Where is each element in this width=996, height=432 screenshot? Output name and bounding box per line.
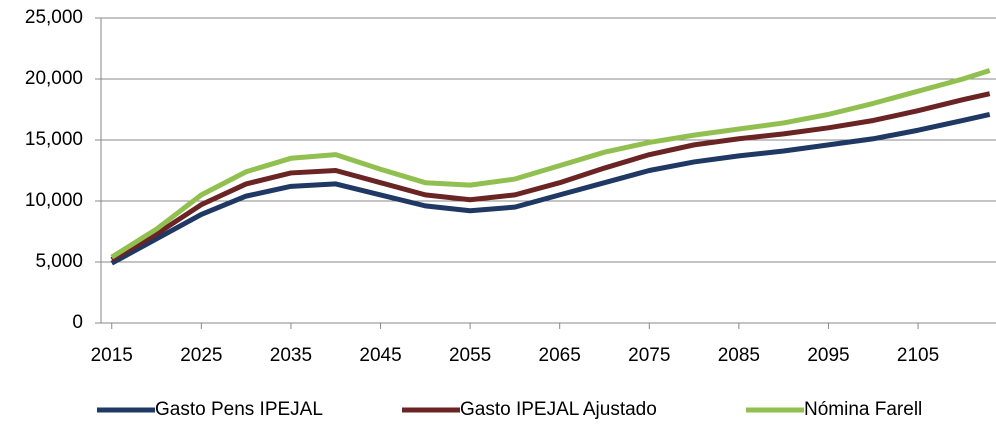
y-tick-label: 20,000 — [25, 68, 83, 89]
x-tick-label: 2075 — [628, 345, 670, 366]
x-tick-label: 2095 — [807, 345, 849, 366]
x-tick-label: 2025 — [180, 345, 222, 366]
y-tick-label: 0 — [72, 312, 83, 333]
x-tick-label: 2055 — [449, 345, 491, 366]
x-tick-label: 2015 — [91, 345, 133, 366]
legend-label: Gasto IPEJAL Ajustado — [460, 399, 657, 420]
x-tick-label: 2045 — [359, 345, 401, 366]
y-tick-label: 10,000 — [25, 190, 83, 211]
legend-label: Nómina Farell — [804, 399, 922, 420]
legend-label: Gasto Pens IPEJAL — [155, 399, 323, 420]
x-tick-label: 2105 — [897, 345, 939, 366]
series-line — [110, 68, 991, 260]
x-tick-label: 2085 — [718, 345, 760, 366]
series-line — [110, 111, 991, 266]
x-tick-label: 2065 — [539, 345, 581, 366]
y-tick-label: 25,000 — [25, 7, 83, 28]
series-line — [110, 91, 991, 262]
x-tick-label: 2035 — [270, 345, 312, 366]
y-tick-label: 15,000 — [25, 129, 83, 150]
y-tick-label: 5,000 — [35, 251, 83, 272]
